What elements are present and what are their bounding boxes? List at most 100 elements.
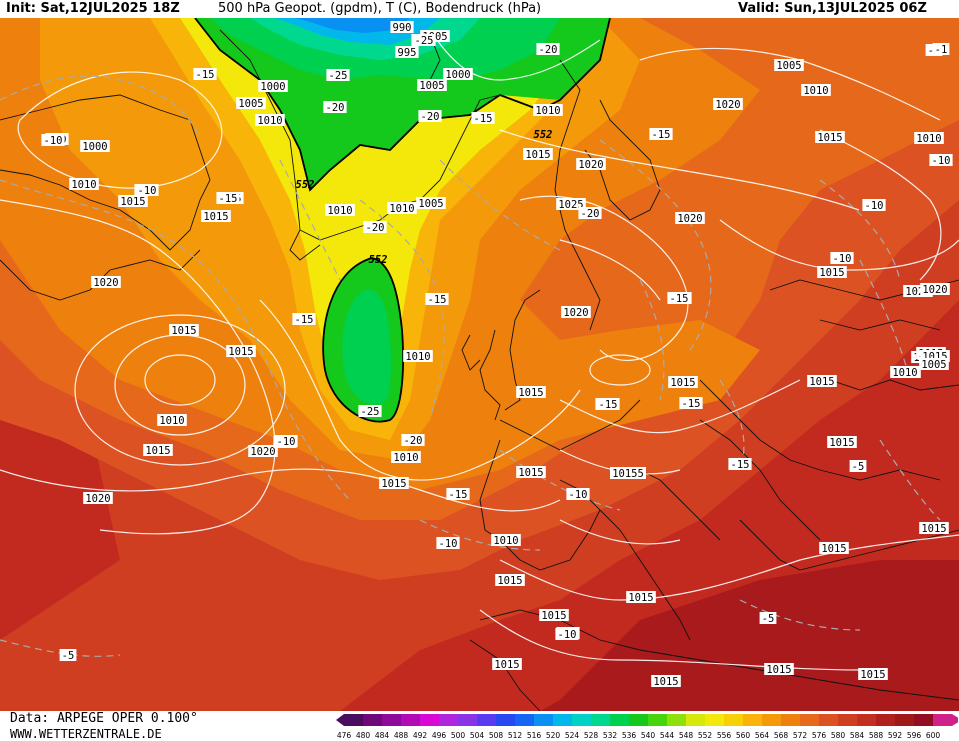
svg-text:1015: 1015 [541,610,566,622]
svg-text:-25: -25 [415,35,434,47]
isotherm-label: -15 [679,397,703,410]
isotherm-label: -10 [274,435,298,448]
isotherm-label: -10 [929,154,953,167]
isotherm-label: -25 [358,405,382,418]
svg-text:1015: 1015 [766,664,791,676]
legend-tick: 520 [545,731,561,740]
isotherm-label: -10 [566,488,590,501]
legend-swatch [572,714,591,726]
legend-swatch [515,714,534,726]
isotherm-label: -10 [135,184,159,197]
svg-text:1005: 1005 [238,98,263,110]
isobar-label: 1015 [539,609,569,622]
svg-text:1000: 1000 [445,69,470,81]
data-source: Data: ARPEGE OPER 0.100° [10,711,198,726]
svg-text:-5: -5 [762,613,775,625]
legend-tick: 544 [659,731,675,740]
legend-swatch [344,714,363,726]
map-header: Init: Sat,12JUL2025 18Z 500 hPa Geopot. … [0,0,959,18]
svg-text:552: 552 [296,179,315,191]
svg-text:-10: -10 [865,200,884,212]
svg-text:1010: 1010 [916,133,941,145]
svg-text:1015: 1015 [228,346,253,358]
isobar-label: 1005 [416,197,446,210]
legend-swatch [686,714,705,726]
isobar-label: 1015 [668,376,698,389]
legend-tick: 508 [488,731,504,740]
isobar-label: 1010 [387,202,417,215]
svg-text:1010: 1010 [803,85,828,97]
color-legend [336,714,958,726]
geopot-552-contour-atlantic [322,257,404,423]
svg-text:1020: 1020 [85,493,110,505]
legend-tick: 488 [393,731,409,740]
isotherm-label: -20 [578,207,602,220]
svg-text:1010: 1010 [405,351,430,363]
isobar-label: 1010 [403,350,433,363]
isobar-label: 1005 [919,358,949,371]
isobar-label: 1010 [890,366,920,379]
init-time: Init: Sat,12JUL2025 18Z [6,1,180,16]
legend-tick: 532 [602,731,618,740]
legend-tick-labels: 476 480 484 488 492 496 500 504 508 512 516 520 524 5… [337,731,954,741]
svg-text:-10: -10 [439,538,458,550]
isobar-label: 1000 [258,80,288,93]
isobar-label: 1015 [651,675,681,688]
svg-text:1015: 1015 [817,132,842,144]
svg-text:-20: -20 [539,44,558,56]
isotherm-label: -15 [216,192,240,205]
legend-swatch [705,714,724,726]
fill-band-548-atlantic [342,289,392,405]
legend-swatch [401,714,420,726]
svg-text:1010: 1010 [257,115,282,127]
isotherm-label: -15 [446,488,470,501]
svg-text:-15: -15 [449,489,468,501]
legend-tick: 484 [374,731,390,740]
svg-text:-25: -25 [361,406,380,418]
svg-text:990: 990 [393,22,412,34]
legend-swatch [629,714,648,726]
svg-text:1005: 1005 [418,198,443,210]
legend-swatch [534,714,553,726]
svg-text:-10: -10 [833,253,852,265]
legend-tick: 500 [450,731,466,740]
legend-tick: 596 [906,731,922,740]
legend-tick: 512 [507,731,523,740]
legend-swatch [667,714,686,726]
legend-swatch [895,714,914,726]
svg-text:-10: -10 [569,489,588,501]
isobar-label: 1015 [919,522,949,535]
svg-text:1015: 1015 [670,377,695,389]
isotherm-label: -10 [555,628,579,641]
isobar-label: 1015 [815,131,845,144]
legend-swatch [876,714,895,726]
svg-text:1000: 1000 [82,141,107,153]
isobar-label: 1015 [523,148,553,161]
isobar-label: 10155 [610,467,646,480]
svg-text:-1: -1 [935,44,948,56]
isotherm-label: -20 [418,110,442,123]
svg-text:1010: 1010 [71,179,96,191]
svg-text:-10: -10 [932,155,951,167]
isobar-label: 1005 [417,79,447,92]
legend-tick: 504 [469,731,485,740]
legend-swatch [382,714,401,726]
svg-text:995: 995 [398,47,417,59]
legend-tick: 480 [355,731,371,740]
svg-text:1015: 1015 [381,478,406,490]
legend-tick: 548 [678,731,694,740]
isobar-label: 1020 [675,212,705,225]
svg-text:-15: -15 [652,129,671,141]
isobar-label: 1015 [516,466,546,479]
svg-text:1020: 1020 [715,99,740,111]
isotherm-label: -15 [471,112,495,125]
svg-text:1005: 1005 [419,80,444,92]
isotherm-label: -20 [323,101,347,114]
isotherm-label: -10 [436,537,460,550]
legend-swatch [762,714,781,726]
isobar-label: 1015 [201,210,231,223]
isotherm-label: -10 [830,252,854,265]
svg-text:10155: 10155 [612,468,644,480]
legend-swatch [610,714,629,726]
svg-text:1015: 1015 [203,211,228,223]
